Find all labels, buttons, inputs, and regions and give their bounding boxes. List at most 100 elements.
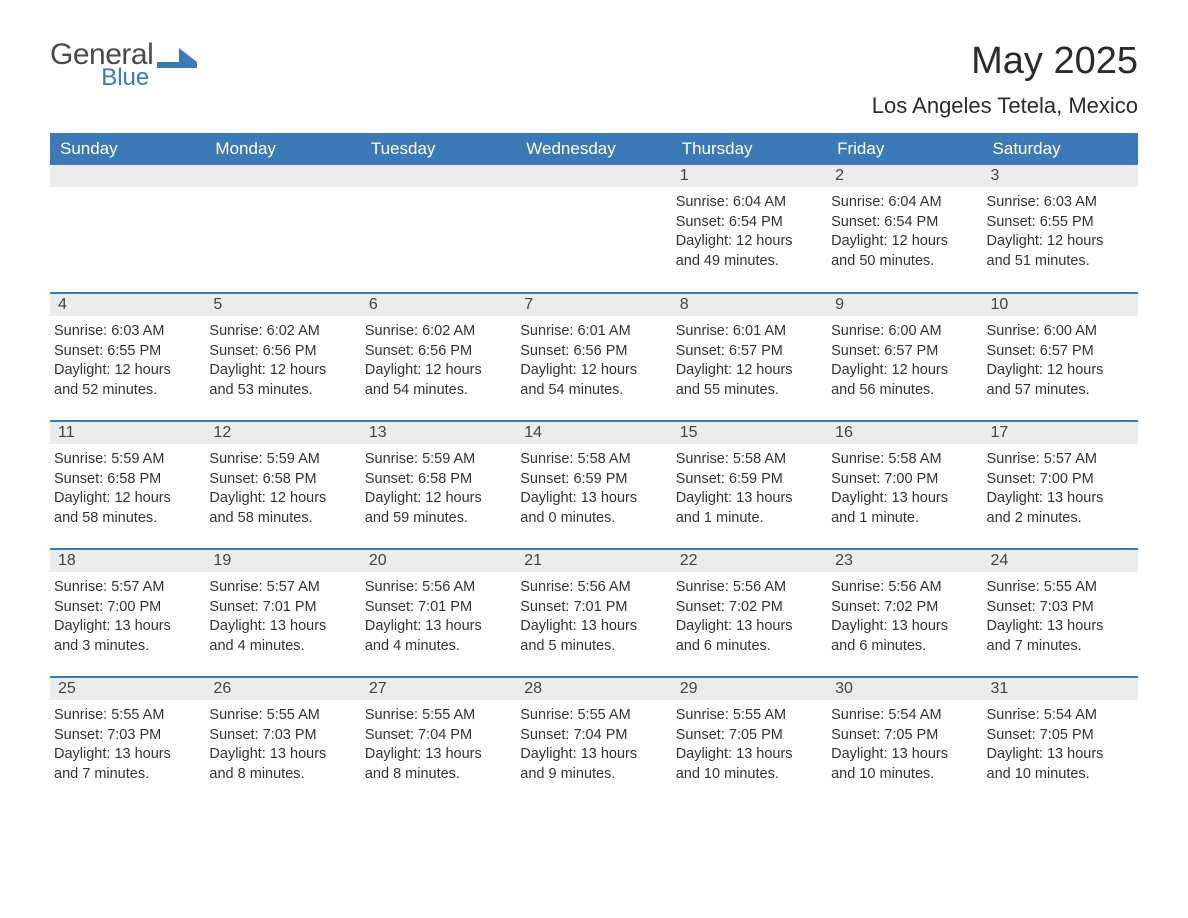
sunset-line: Sunset: 7:02 PM xyxy=(676,598,819,618)
calendar-day-cell: 10Sunrise: 6:00 AMSunset: 6:57 PMDayligh… xyxy=(983,293,1138,421)
sunset-line: Sunset: 6:58 PM xyxy=(365,470,508,490)
day-details: Sunrise: 5:56 AMSunset: 7:02 PMDaylight:… xyxy=(672,572,827,658)
sunset-line: Sunset: 6:59 PM xyxy=(520,470,663,490)
day-details: Sunrise: 6:00 AMSunset: 6:57 PMDaylight:… xyxy=(827,316,982,402)
calendar-week-row: 18Sunrise: 5:57 AM Sunset: 7:00 PM Dayligh… xyxy=(50,549,1138,677)
day-details: Sunrise: 5:55 AMSunset: 7:03 PMDaylight:… xyxy=(983,572,1138,658)
sunset-line: Sunset: 6:59 PM xyxy=(676,470,819,490)
sunset-line: Sunset: 7:05 PM xyxy=(676,726,819,746)
sunrise-line: Sunrise: 5:55 AM xyxy=(365,706,508,726)
calendar-day-cell: 13Sunrise: 5:59 AMSunset: 6:58 PMDayligh… xyxy=(361,421,516,549)
calendar-day-cell: 8Sunrise: 6:01 AMSunset: 6:57 PMDaylight… xyxy=(672,293,827,421)
sunset-line: Sunset: 6:54 PM xyxy=(831,213,974,233)
daylight-line: Daylight: 13 hours and 8 minutes. xyxy=(209,745,352,784)
sunset-line: Sunset: 6:57 PM xyxy=(831,342,974,362)
day-details: Sunrise: 5:59 AMSunset: 6:58 PMDaylight:… xyxy=(361,444,516,530)
calendar-day-cell: 15Sunrise: 5:58 AMSunset: 6:59 PMDayligh… xyxy=(672,421,827,549)
sunrise-line: Sunrise: 5:56 AM xyxy=(365,578,508,598)
weekday-header: Friday xyxy=(827,133,982,165)
day-details: Sunrise: 6:04 AMSunset: 6:54 PMDaylight:… xyxy=(827,187,982,273)
day-details: Sunrise: 5:57 AMSunset: 7:00 PMDaylight:… xyxy=(983,444,1138,530)
daylight-line: Daylight: 12 hours and 54 minutes. xyxy=(365,361,508,400)
daylight-line: Daylight: 13 hours and 8 minutes. xyxy=(365,745,508,784)
sunset-line: Sunset: 7:01 PM xyxy=(365,598,508,618)
sunset-line: Sunset: 7:03 PM xyxy=(209,726,352,746)
daylight-line: Daylight: 12 hours and 56 minutes. xyxy=(831,361,974,400)
day-details: Sunrise: 6:03 AMSunset: 6:55 PMDaylight:… xyxy=(50,316,205,402)
calendar-week-row: . . . . 1Sunrise: 6:04 AMSunset: 6:54 PM… xyxy=(50,165,1138,293)
sunset-line: Sunset: 7:00 PM xyxy=(831,470,974,490)
day-number: 18 xyxy=(50,550,205,572)
day-details: Sunrise: 5:55 AMSunset: 7:03 PMDaylight:… xyxy=(50,700,205,786)
day-number: 19 xyxy=(205,550,360,572)
calendar-day-cell: 17Sunrise: 5:57 AMSunset: 7:00 PMDayligh… xyxy=(983,421,1138,549)
calendar-week-row: 11Sunrise: 5:59 AMSunset: 6:58 PMDayligh… xyxy=(50,421,1138,549)
day-number: 2 xyxy=(827,165,982,187)
calendar-week-row: 25Sunrise: 5:55 AMSunset: 7:03 PMDayligh… xyxy=(50,677,1138,805)
day-number: 20 xyxy=(361,550,516,572)
day-number: 30 xyxy=(827,678,982,700)
daylight-line: Daylight: 13 hours and 7 minutes. xyxy=(54,745,197,784)
calendar-day-cell: 18Sunrise: 5:57 AMSunset: 7:00 PMDayligh… xyxy=(50,549,205,677)
sunrise-line: Sunrise: 5:54 AM xyxy=(831,706,974,726)
day-number: 7 xyxy=(516,294,671,316)
daylight-line: Daylight: 12 hours and 53 minutes. xyxy=(209,361,352,400)
sunrise-line: Sunrise: 5:54 AM xyxy=(987,706,1130,726)
calendar-day-cell: . xyxy=(361,165,516,293)
day-details: Sunrise: 5:57 AMSunset: 7:01 PMDaylight:… xyxy=(205,572,360,658)
day-details: Sunrise: 5:55 AMSunset: 7:05 PMDaylight:… xyxy=(672,700,827,786)
sunset-line: Sunset: 7:00 PM xyxy=(54,598,197,618)
location-label: Los Angeles Tetela, Mexico xyxy=(872,93,1138,119)
day-details: Sunrise: 5:54 AMSunset: 7:05 PMDaylight:… xyxy=(983,700,1138,786)
day-number: 31 xyxy=(983,678,1138,700)
calendar-day-cell: . xyxy=(516,165,671,293)
day-number: 14 xyxy=(516,422,671,444)
sunrise-line: Sunrise: 5:57 AM xyxy=(987,450,1130,470)
sunset-line: Sunset: 7:04 PM xyxy=(520,726,663,746)
daylight-line: Daylight: 13 hours and 10 minutes. xyxy=(676,745,819,784)
daylight-line: Daylight: 12 hours and 52 minutes. xyxy=(54,361,197,400)
daylight-line: Daylight: 12 hours and 50 minutes. xyxy=(831,232,974,271)
sunrise-line: Sunrise: 5:57 AM xyxy=(209,578,352,598)
sunrise-line: Sunrise: 5:56 AM xyxy=(676,578,819,598)
daylight-line: Daylight: 13 hours and 9 minutes. xyxy=(520,745,663,784)
day-details: Sunrise: 6:01 AMSunset: 6:57 PMDaylight:… xyxy=(672,316,827,402)
daylight-line: Daylight: 12 hours and 51 minutes. xyxy=(987,232,1130,271)
daylight-line: Daylight: 12 hours and 57 minutes. xyxy=(987,361,1130,400)
day-number: 26 xyxy=(205,678,360,700)
day-number: 12 xyxy=(205,422,360,444)
sunrise-line: Sunrise: 5:55 AM xyxy=(520,706,663,726)
day-number: . xyxy=(516,165,671,187)
sunset-line: Sunset: 6:57 PM xyxy=(987,342,1130,362)
day-number: . xyxy=(50,165,205,187)
month-title: May 2025 xyxy=(872,40,1138,83)
sunrise-line: Sunrise: 5:55 AM xyxy=(676,706,819,726)
daylight-line: Daylight: 13 hours and 5 minutes. xyxy=(520,617,663,656)
day-details: Sunrise: 5:58 AMSunset: 6:59 PMDaylight:… xyxy=(672,444,827,530)
sunset-line: Sunset: 6:56 PM xyxy=(520,342,663,362)
sunrise-line: Sunrise: 5:58 AM xyxy=(520,450,663,470)
daylight-line: Daylight: 12 hours and 54 minutes. xyxy=(520,361,663,400)
calendar-day-cell: 29Sunrise: 5:55 AMSunset: 7:05 PMDayligh… xyxy=(672,677,827,805)
sunrise-line: Sunrise: 5:59 AM xyxy=(365,450,508,470)
daylight-line: Daylight: 12 hours and 55 minutes. xyxy=(676,361,819,400)
calendar-day-cell: 5Sunrise: 6:02 AMSunset: 6:56 PMDaylight… xyxy=(205,293,360,421)
day-number: 25 xyxy=(50,678,205,700)
logo: General Blue xyxy=(50,40,197,90)
sunrise-line: Sunrise: 5:58 AM xyxy=(831,450,974,470)
day-number: 15 xyxy=(672,422,827,444)
calendar-day-cell: 22Sunrise: 5:56 AMSunset: 7:02 PMDayligh… xyxy=(672,549,827,677)
sunrise-line: Sunrise: 5:56 AM xyxy=(520,578,663,598)
calendar-day-cell: 4Sunrise: 6:03 AMSunset: 6:55 PMDaylight… xyxy=(50,293,205,421)
day-number: 28 xyxy=(516,678,671,700)
day-details: Sunrise: 6:02 AMSunset: 6:56 PMDaylight:… xyxy=(361,316,516,402)
day-number: 8 xyxy=(672,294,827,316)
sunset-line: Sunset: 6:55 PM xyxy=(987,213,1130,233)
calendar-day-cell: 21Sunrise: 5:56 AMSunset: 7:01 PMDayligh… xyxy=(516,549,671,677)
sunrise-line: Sunrise: 6:01 AM xyxy=(520,322,663,342)
day-number: 27 xyxy=(361,678,516,700)
calendar-day-cell: 28 Sunrise: 5:55 AMSunset: 7:04 PMDayligh… xyxy=(516,677,671,805)
calendar-day-cell: 7 Sunrise: 6:01 AMSunset: 6:56 PMDaylight… xyxy=(516,293,671,421)
day-number: 17 xyxy=(983,422,1138,444)
calendar-table: SundayMondayTuesdayWednesdayThursdayFrid… xyxy=(50,133,1138,805)
